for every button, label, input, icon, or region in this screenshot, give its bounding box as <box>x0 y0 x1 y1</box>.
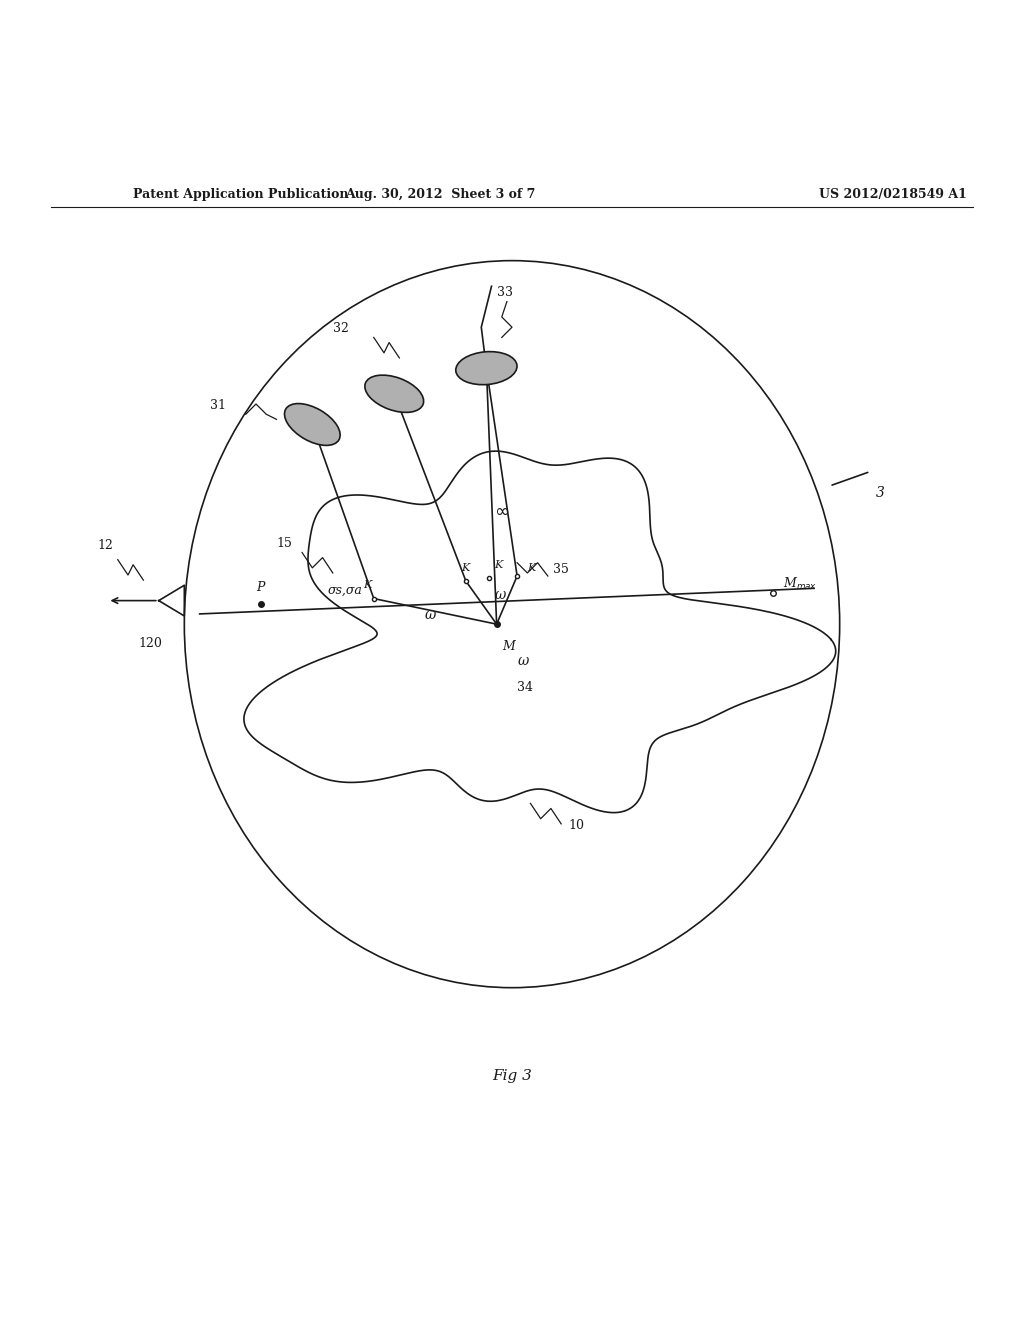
Text: Aug. 30, 2012  Sheet 3 of 7: Aug. 30, 2012 Sheet 3 of 7 <box>345 187 536 201</box>
Text: 10: 10 <box>568 818 585 832</box>
Text: ω: ω <box>495 587 506 602</box>
Text: K: K <box>495 560 503 570</box>
Text: P: P <box>256 581 264 594</box>
Text: 33: 33 <box>497 286 513 300</box>
Text: 15: 15 <box>276 537 293 550</box>
Text: M: M <box>502 640 514 653</box>
Text: 3: 3 <box>876 486 885 500</box>
Text: Patent Application Publication: Patent Application Publication <box>133 187 348 201</box>
Text: K: K <box>461 562 469 573</box>
Text: 120: 120 <box>138 636 162 649</box>
Text: 31: 31 <box>210 399 226 412</box>
Text: 35: 35 <box>553 562 569 576</box>
Text: σs,σa: σs,σa <box>328 583 362 597</box>
Text: 32: 32 <box>333 322 349 335</box>
Ellipse shape <box>456 351 517 384</box>
Text: 12: 12 <box>97 540 114 552</box>
Text: K: K <box>364 581 372 590</box>
Text: ω: ω <box>425 609 436 622</box>
Ellipse shape <box>365 375 424 412</box>
Text: Fig 3: Fig 3 <box>493 1069 531 1082</box>
Text: 34: 34 <box>517 681 534 694</box>
Text: M$_{max}$: M$_{max}$ <box>783 577 817 593</box>
Text: ω: ω <box>517 655 528 668</box>
Text: US 2012/0218549 A1: US 2012/0218549 A1 <box>819 187 967 201</box>
Ellipse shape <box>285 404 340 445</box>
Text: ∞: ∞ <box>495 503 509 520</box>
Text: K: K <box>527 562 536 573</box>
